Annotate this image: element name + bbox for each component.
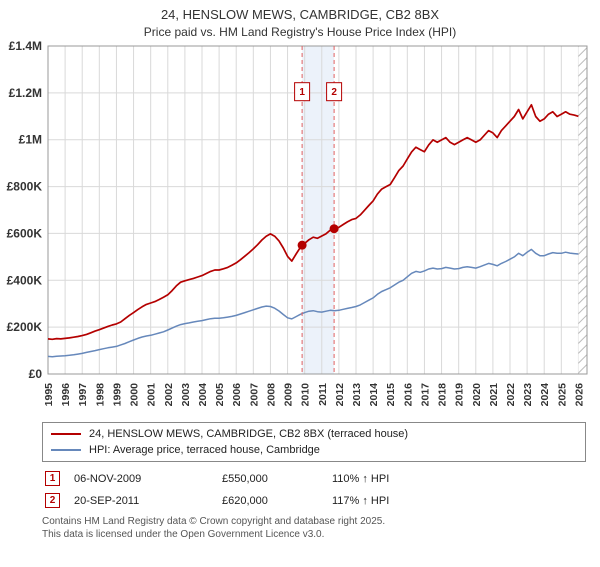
y-axis-tick: £1.4M xyxy=(9,40,42,53)
x-axis-tick: 2001 xyxy=(146,383,158,407)
x-axis-tick: 2018 xyxy=(437,383,449,407)
legend-label-hpi: HPI: Average price, terraced house, Camb… xyxy=(89,444,320,456)
x-axis-tick: 2005 xyxy=(214,383,226,407)
legend-label-property: 24, HENSLOW MEWS, CAMBRIDGE, CB2 8BX (te… xyxy=(89,428,409,440)
x-axis-tick: 2023 xyxy=(522,383,534,407)
x-axis-tick: 2020 xyxy=(471,383,483,407)
x-axis-tick: 2024 xyxy=(539,383,551,407)
future-hatch xyxy=(578,46,587,374)
x-axis-tick: 2000 xyxy=(129,383,141,407)
y-axis-tick: £800K xyxy=(7,180,43,194)
y-axis-tick: £1.2M xyxy=(9,86,42,100)
sale-point-dot xyxy=(297,240,307,250)
transaction-number: 2 xyxy=(45,493,60,508)
x-axis-tick: 2019 xyxy=(454,383,466,407)
x-axis-tick: 2014 xyxy=(368,383,380,407)
x-axis-tick: 2017 xyxy=(419,383,431,407)
sale-marker-box xyxy=(294,82,311,102)
property-line-swatch xyxy=(51,433,81,435)
license-footer: Contains HM Land Registry data © Crown c… xyxy=(42,516,600,541)
x-axis-tick: 1997 xyxy=(77,383,89,407)
x-axis-tick: 1998 xyxy=(94,383,106,407)
x-axis-tick: 2007 xyxy=(248,383,260,407)
chart-legend: 24, HENSLOW MEWS, CAMBRIDGE, CB2 8BX (te… xyxy=(42,422,586,462)
legend-item-property: 24, HENSLOW MEWS, CAMBRIDGE, CB2 8BX (te… xyxy=(51,428,577,440)
y-axis-tick: £200K xyxy=(7,320,43,334)
x-axis-tick: 2026 xyxy=(573,383,585,407)
transaction-hpi: 117% ↑ HPI xyxy=(332,494,390,507)
x-axis-tick: 2010 xyxy=(300,383,312,407)
x-axis-tick: 1999 xyxy=(111,383,123,407)
series-line xyxy=(47,103,579,341)
footer-line2: This data is licensed under the Open Gov… xyxy=(42,528,325,540)
page-subtitle: Price paid vs. HM Land Registry's House … xyxy=(143,25,457,39)
x-axis-tick: 2002 xyxy=(163,383,175,407)
x-axis-tick: 2011 xyxy=(317,383,329,406)
x-axis-tick: 1996 xyxy=(60,383,72,407)
transactions-list: 1 06-NOV-2009 £550,000 110% ↑ HPI 2 20-S… xyxy=(45,471,600,508)
transaction-row-1: 1 06-NOV-2009 £550,000 110% ↑ HPI xyxy=(45,471,600,486)
x-axis-tick: 2006 xyxy=(231,383,243,407)
y-axis-tick: £600K xyxy=(7,226,43,240)
x-axis-tick: 2021 xyxy=(488,383,500,407)
y-axis-tick: £400K xyxy=(7,273,43,287)
sale-point-dot xyxy=(329,224,339,234)
y-axis-tick: £0 xyxy=(29,367,43,381)
x-axis-tick: 2015 xyxy=(385,383,397,407)
price-hpi-chart: £0 £200K £400K £600K £800K £1M £1.2M £1.4M 1995 1… xyxy=(7,40,588,407)
sale-marker-number: 1 xyxy=(299,87,305,98)
transaction-row-2: 2 20-SEP-2011 £620,000 117% ↑ HPI xyxy=(45,493,600,508)
transaction-date: 06-NOV-2009 xyxy=(74,472,142,485)
x-axis-tick: 2009 xyxy=(283,383,295,407)
sale-marker-number: 2 xyxy=(331,87,337,98)
x-axis-tick: 2012 xyxy=(334,383,346,407)
transaction-date: 20-SEP-2011 xyxy=(74,494,140,507)
x-axis-tick: 2013 xyxy=(351,383,363,407)
footer-line1: Contains HM Land Registry data © Crown c… xyxy=(42,516,386,527)
hpi-line-swatch xyxy=(51,449,81,451)
x-axis-tick: 2004 xyxy=(197,383,209,407)
page-title: 24, HENSLOW MEWS, CAMBRIDGE, CB2 8BX xyxy=(160,7,440,22)
x-axis-tick: 2022 xyxy=(505,383,517,407)
x-axis-tick: 2008 xyxy=(265,383,277,407)
x-axis-tick: 2016 xyxy=(402,383,414,407)
y-axis-tick: £1M xyxy=(19,133,42,147)
sale-marker-box xyxy=(326,82,343,102)
transaction-number: 1 xyxy=(45,471,60,486)
transaction-price: £550,000 xyxy=(222,472,268,485)
legend-item-hpi: HPI: Average price, terraced house, Camb… xyxy=(51,444,577,456)
series-line xyxy=(47,248,579,358)
x-axis-tick: 2025 xyxy=(556,383,568,407)
page: 24, HENSLOW MEWS, CAMBRIDGE, CB2 8BX Pri… xyxy=(0,7,600,541)
x-axis-tick: 1995 xyxy=(43,383,55,407)
transaction-hpi: 110% ↑ HPI xyxy=(332,472,390,485)
x-axis-tick: 2003 xyxy=(180,383,192,407)
transaction-price: £620,000 xyxy=(222,494,268,507)
